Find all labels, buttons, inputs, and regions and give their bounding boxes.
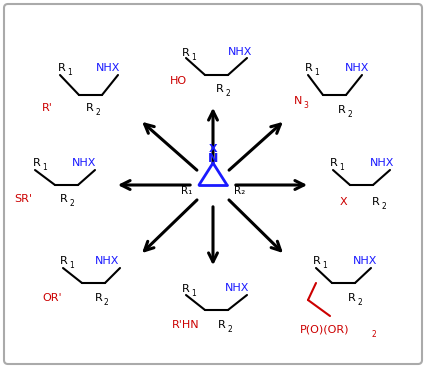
Text: 2: 2 <box>69 199 74 208</box>
FancyBboxPatch shape <box>4 4 422 364</box>
Text: 1: 1 <box>42 163 47 172</box>
Text: X: X <box>340 197 348 207</box>
Text: NHX: NHX <box>370 158 394 168</box>
Text: R: R <box>86 103 94 113</box>
Text: 2: 2 <box>357 298 362 307</box>
Text: R₂: R₂ <box>234 186 246 196</box>
Text: 1: 1 <box>339 163 344 172</box>
Text: R: R <box>182 284 190 294</box>
Text: NHX: NHX <box>345 63 369 73</box>
Text: R: R <box>305 63 313 73</box>
Text: R: R <box>330 158 338 168</box>
Text: NHX: NHX <box>353 256 377 266</box>
Text: SR': SR' <box>14 194 32 204</box>
Text: NHX: NHX <box>72 158 96 168</box>
Text: NHX: NHX <box>228 47 252 57</box>
Text: 1: 1 <box>314 68 319 77</box>
Text: NHX: NHX <box>225 283 249 293</box>
Text: 3: 3 <box>303 101 308 110</box>
Text: R': R' <box>42 103 53 113</box>
Text: R: R <box>372 197 380 207</box>
Text: R'HN: R'HN <box>172 320 200 330</box>
Text: 2: 2 <box>381 202 386 211</box>
Text: NHX: NHX <box>96 63 121 73</box>
Text: 1: 1 <box>67 68 72 77</box>
Text: 1: 1 <box>69 261 74 270</box>
Text: R: R <box>218 320 226 330</box>
Text: 2: 2 <box>371 330 376 339</box>
Text: R: R <box>338 105 346 115</box>
Text: 1: 1 <box>191 289 196 298</box>
Text: OR': OR' <box>42 293 62 303</box>
Text: 2: 2 <box>227 325 232 334</box>
Text: NHX: NHX <box>95 256 119 266</box>
Text: N: N <box>208 152 218 166</box>
Text: R: R <box>182 48 190 58</box>
Text: R: R <box>348 293 356 303</box>
Text: R: R <box>313 256 321 266</box>
Text: P(O)(OR): P(O)(OR) <box>300 325 349 335</box>
Text: 2: 2 <box>225 89 230 98</box>
Text: R: R <box>33 158 41 168</box>
Text: 2: 2 <box>347 110 352 119</box>
Text: HO: HO <box>170 76 187 86</box>
Text: R: R <box>58 63 66 73</box>
Text: 1: 1 <box>191 53 196 62</box>
Text: 2: 2 <box>95 108 100 117</box>
Text: 2: 2 <box>104 298 109 307</box>
Text: R: R <box>216 84 224 94</box>
Text: R: R <box>60 256 68 266</box>
Text: X: X <box>209 144 217 154</box>
Text: 1: 1 <box>322 261 327 270</box>
Text: N: N <box>294 96 302 106</box>
Text: R₁: R₁ <box>181 186 193 196</box>
Text: R: R <box>95 293 103 303</box>
Text: R: R <box>60 194 68 204</box>
